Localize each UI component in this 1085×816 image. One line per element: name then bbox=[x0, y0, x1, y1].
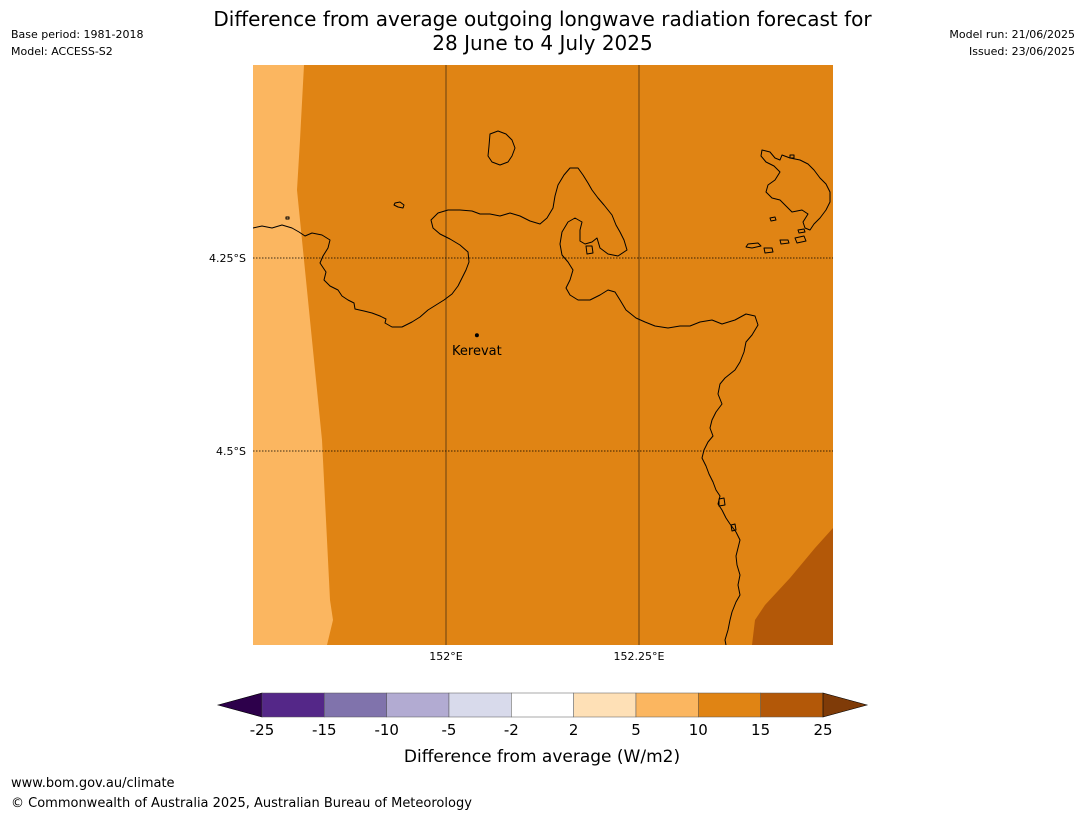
colorbar-segment-0 bbox=[261, 692, 325, 718]
colorbar-segment-3 bbox=[448, 692, 512, 718]
place-marker-kerevat: Kerevat bbox=[452, 333, 502, 359]
colorbar: -25 -15 -10 -5 -2 2 5 10 15 25 Difference from av… bbox=[216, 692, 869, 767]
coastline-islet-se-2 bbox=[763, 247, 774, 254]
coastline-islet-se-9 bbox=[730, 523, 737, 532]
colorbar-segment-5 bbox=[573, 692, 637, 718]
colorbar-tick-label-6: 5 bbox=[631, 721, 641, 739]
colorbar-segment-7 bbox=[698, 692, 761, 718]
coastline-islet-bay bbox=[585, 245, 594, 255]
lon-tick-label-0: 152°E bbox=[429, 650, 462, 663]
colorbar-segment-6 bbox=[635, 692, 699, 718]
colorbar-tick-label-9: 25 bbox=[813, 721, 832, 739]
colorbar-tick-label-3: -5 bbox=[442, 721, 457, 739]
colorbar-ticks: -25 -15 -10 -5 -2 2 5 10 15 25 bbox=[250, 721, 833, 739]
colorbar-tick-label-7: 10 bbox=[689, 721, 708, 739]
lat-tick-label-0: 4.25°S bbox=[209, 252, 246, 265]
colorbar-tick-label-1: -15 bbox=[312, 721, 337, 739]
coastline-islet-se-7 bbox=[789, 154, 795, 159]
colorbar-label: Difference from average (W/m2) bbox=[404, 747, 680, 767]
colorbar-tick-label-4: -2 bbox=[504, 721, 519, 739]
issued-date: Issued: 23/06/2025 bbox=[968, 45, 1075, 58]
title-line-2: 28 June to 4 July 2025 bbox=[432, 31, 653, 55]
latitude-axis: 4.25°S 4.5°S bbox=[209, 252, 246, 458]
model-name: Model: ACCESS-S2 bbox=[11, 45, 113, 58]
coastline bbox=[253, 130, 831, 645]
lat-tick-label-1: 4.5°S bbox=[216, 445, 246, 458]
lon-tick-label-1: 152.25°E bbox=[614, 650, 665, 663]
footer-url: www.bom.gov.au/climate bbox=[11, 776, 175, 791]
coastline-main bbox=[253, 167, 759, 645]
longitude-axis: 152°E 152.25°E bbox=[429, 650, 664, 663]
place-dot bbox=[474, 333, 479, 338]
colorbar-segment-1 bbox=[324, 692, 387, 718]
colorbar-tick-label-0: -25 bbox=[250, 721, 275, 739]
map-gridlines bbox=[253, 65, 833, 645]
colorbar-segments bbox=[261, 692, 824, 718]
anomaly-region-15-25 bbox=[752, 528, 833, 645]
colorbar-segment-2 bbox=[386, 692, 450, 718]
chart-title: Difference from average outgoing longwav… bbox=[150, 7, 935, 55]
anomaly-region-5-10 bbox=[253, 65, 333, 645]
colorbar-extend-high bbox=[822, 692, 869, 718]
coastline-islet-tiny bbox=[285, 216, 290, 220]
coastline-islet-se-5 bbox=[797, 228, 806, 234]
meta-left: Base period: 1981-2018 Model: ACCESS-S2 bbox=[11, 26, 143, 60]
colorbar-tick-label-8: 15 bbox=[751, 721, 770, 739]
footer: www.bom.gov.au/climate © Commonwealth of… bbox=[11, 774, 472, 814]
map-area: Kerevat bbox=[253, 65, 833, 645]
colorbar-extend-low bbox=[216, 692, 263, 718]
coastline-islet-se-4 bbox=[794, 235, 807, 244]
title-line-1: Difference from average outgoing longwav… bbox=[213, 7, 872, 31]
coastline-islet-west bbox=[393, 201, 405, 209]
colorbar-tick-label-2: -10 bbox=[374, 721, 399, 739]
coastline-islet-se-3 bbox=[779, 239, 790, 245]
coastline-islet-se-8 bbox=[718, 497, 726, 507]
base-period: Base period: 1981-2018 bbox=[11, 28, 144, 41]
place-label: Kerevat bbox=[452, 344, 502, 359]
colorbar-segment-4 bbox=[511, 692, 574, 718]
footer-copyright: © Commonwealth of Australia 2025, Austra… bbox=[11, 796, 472, 811]
coastline-islet-se-1 bbox=[745, 242, 762, 249]
meta-right: Model run: 21/06/2025 Issued: 23/06/2025 bbox=[949, 26, 1075, 60]
coastline-islet-se-6 bbox=[769, 216, 777, 222]
coastline-duke-of-york bbox=[760, 149, 831, 231]
coastline-island-north bbox=[487, 130, 516, 166]
anomaly-region-10-15 bbox=[253, 65, 833, 645]
model-run: Model run: 21/06/2025 bbox=[949, 28, 1075, 41]
colorbar-segment-8 bbox=[760, 692, 824, 718]
colorbar-tick-label-5: 2 bbox=[569, 721, 579, 739]
